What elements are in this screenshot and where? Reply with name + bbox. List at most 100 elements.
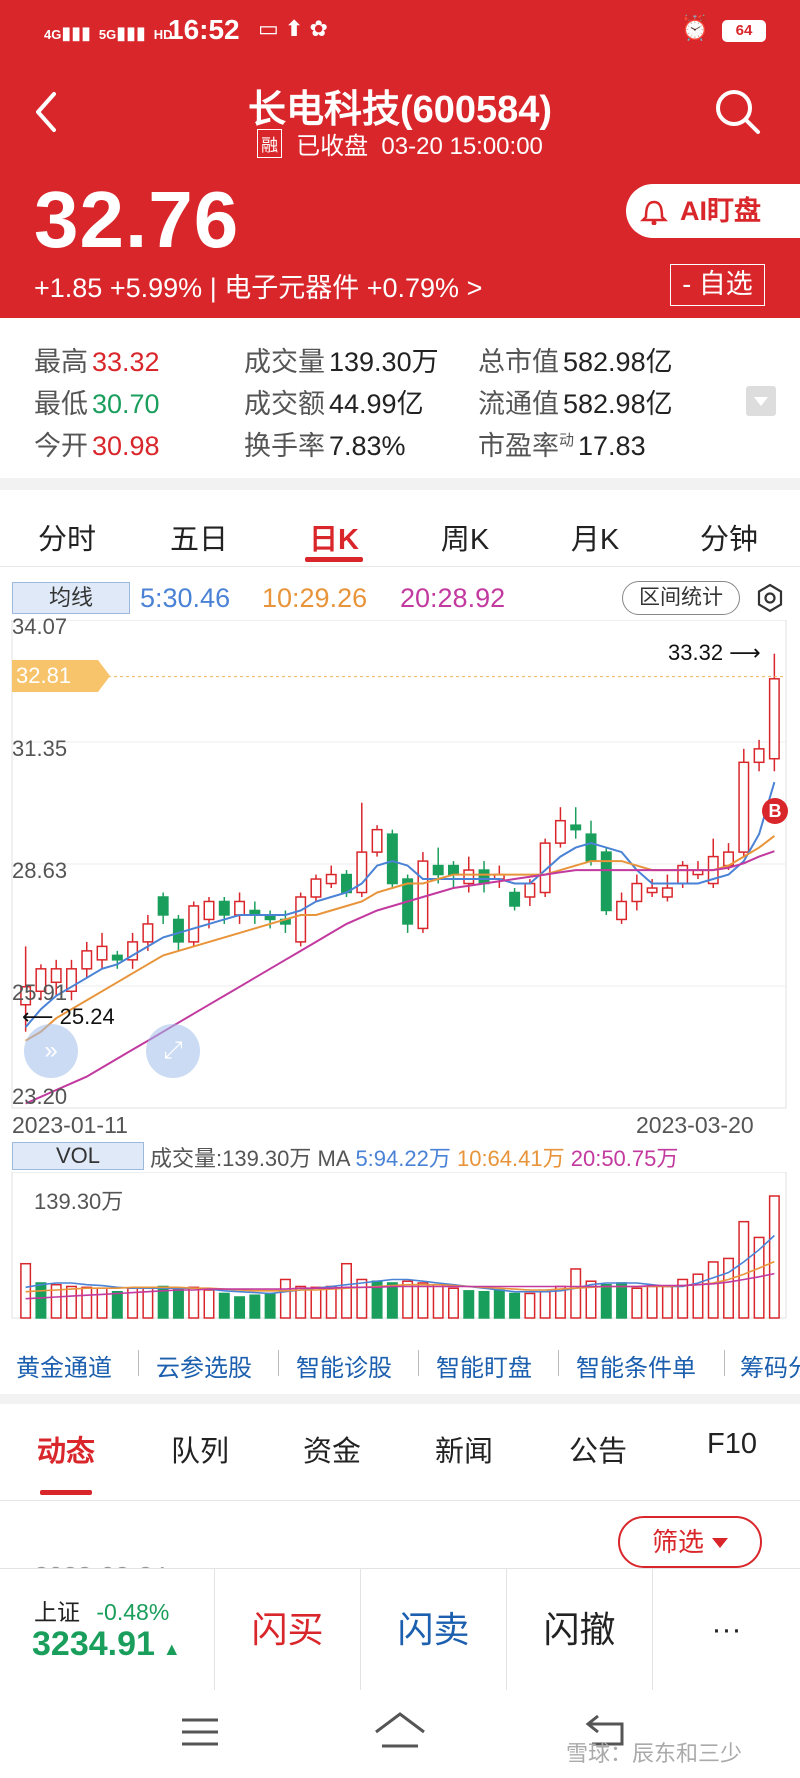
tab-daily-k[interactable]: 日K <box>309 524 359 556</box>
volume-bar <box>249 1294 261 1319</box>
volume-bar <box>646 1285 658 1319</box>
search-icon[interactable] <box>712 86 764 138</box>
tab-queue[interactable]: 队列 <box>170 1436 229 1468</box>
bell-icon <box>640 200 668 225</box>
volume-bar <box>341 1262 353 1319</box>
volume-bar <box>524 1292 536 1319</box>
market-status: 已收盘 <box>296 133 369 160</box>
tab-news[interactable]: 新闻 <box>434 1436 493 1468</box>
volume-bar <box>768 1195 780 1319</box>
stat-low: 最低 30.70 <box>34 389 160 419</box>
tab-minute[interactable]: 分钟 <box>699 524 758 556</box>
ma10-value: 10:29.26 <box>262 583 368 613</box>
index-value[interactable]: 3234.91 ▲ <box>32 1625 181 1663</box>
link-smart-order[interactable]: 智能条件单 <box>576 1355 696 1382</box>
candle-body <box>478 869 490 885</box>
ai-watch-label: AI盯盘 <box>680 196 761 226</box>
date-start: 2023-01-11 <box>12 1112 128 1138</box>
candle-body <box>753 748 765 764</box>
add-watchlist-button[interactable]: - 自选 <box>670 264 765 306</box>
candle-body <box>631 882 643 903</box>
volume-bar <box>279 1278 291 1319</box>
back-nav-icon[interactable] <box>584 1712 628 1748</box>
stat-high: 最高 33.32 <box>34 347 160 377</box>
interval-stats-button[interactable]: 区间统计 <box>622 581 740 615</box>
vol-ma10: 10:64.41万 <box>456 1146 565 1171</box>
link-smart-watch[interactable]: 智能盯盘 <box>436 1355 532 1382</box>
settings-icon[interactable] <box>754 582 786 614</box>
menu-icon[interactable] <box>180 1716 220 1748</box>
candle-body <box>554 819 566 844</box>
tab-five-day[interactable]: 五日 <box>169 524 228 556</box>
volume-bar <box>386 1282 398 1319</box>
volume-bar <box>432 1283 444 1319</box>
vol-tag[interactable]: VOL <box>12 1142 144 1170</box>
link-cloud-stock-pick[interactable]: 云参选股 <box>156 1355 252 1382</box>
candle-body <box>463 869 475 885</box>
more-button[interactable]: ··· <box>652 1569 800 1691</box>
fast-forward-icon[interactable]: » <box>24 1024 78 1078</box>
link-chip-distribution[interactable]: 筹码分布 <box>740 1355 800 1380</box>
link-golden-channel[interactable]: 黄金通道 <box>16 1355 112 1382</box>
volume-bar <box>493 1289 505 1319</box>
triangle-down-icon <box>754 397 768 406</box>
home-icon[interactable] <box>372 1710 428 1750</box>
expand-stats-button[interactable] <box>746 386 776 416</box>
price-change-line[interactable]: +1.85 +5.99% | 电子元器件 +0.79% > <box>34 266 482 305</box>
candle-body <box>509 891 521 907</box>
flash-sell-button[interactable]: 闪卖 <box>360 1569 506 1691</box>
index-change: -0.48% <box>96 1599 170 1625</box>
current-price: 32.76 <box>34 175 240 264</box>
ai-watch-button[interactable]: AI盯盘 <box>626 184 800 238</box>
triangle-down-icon <box>712 1538 728 1548</box>
axis-top: 34.07 <box>12 614 68 639</box>
filter-button[interactable]: 筛选 <box>618 1516 762 1568</box>
divider <box>0 1500 800 1501</box>
ma5-value: 5:30.46 <box>140 583 231 613</box>
margin-badge: 融 <box>257 129 283 158</box>
volume-max-label: 139.30万 <box>34 1189 124 1214</box>
candle-body <box>677 864 689 885</box>
back-icon[interactable] <box>30 88 62 136</box>
buy-marker[interactable]: B <box>762 798 788 824</box>
volume-chart[interactable] <box>0 1172 800 1320</box>
divider <box>138 1350 139 1376</box>
tab-funds[interactable]: 资金 <box>302 1436 361 1468</box>
volume-bar <box>616 1282 628 1319</box>
alarm-icon: ⏰ <box>680 15 710 42</box>
candle-body <box>570 824 582 831</box>
candlestick-chart[interactable] <box>0 620 800 1160</box>
candle-body <box>81 950 93 970</box>
watermark: 雪球：辰东和三少 <box>566 1741 743 1766</box>
tab-f10[interactable]: F10 <box>707 1428 757 1460</box>
volume-bars <box>20 1195 780 1319</box>
volume-bar <box>447 1287 459 1319</box>
ma-tag[interactable]: 均线 <box>12 582 130 614</box>
tab-announcements[interactable]: 公告 <box>568 1436 627 1468</box>
volume-bar <box>295 1285 307 1319</box>
volume-bar <box>35 1282 47 1319</box>
volume-bar <box>463 1290 475 1319</box>
volume-bar <box>677 1278 689 1319</box>
index-summary[interactable]: 上证 -0.48% <box>34 1593 169 1627</box>
tab-weekly-k[interactable]: 周K <box>440 524 490 556</box>
flash-buy-button[interactable]: 闪买 <box>214 1569 360 1691</box>
link-smart-diagnosis[interactable]: 智能诊股 <box>296 1355 392 1382</box>
date-end: 2023-03-20 <box>636 1112 754 1138</box>
tab-timeshare[interactable]: 分时 <box>37 524 96 556</box>
divider <box>558 1350 559 1376</box>
candle-body <box>356 851 368 894</box>
candle-body <box>738 761 750 853</box>
volume-bar <box>707 1261 719 1319</box>
tab-dynamics[interactable]: 动态 <box>36 1436 95 1468</box>
flash-cancel-button[interactable]: 闪撤 <box>506 1569 652 1691</box>
change-percent: +5.99% <box>109 273 203 303</box>
tab-monthly-k[interactable]: 月K <box>570 524 620 556</box>
candle-body <box>203 900 215 921</box>
axis-label-4: 25.91 <box>12 980 68 1005</box>
stat-market-cap: 总市值 582.98亿 <box>478 347 673 377</box>
candle-body <box>142 923 154 943</box>
volume-bar <box>478 1290 490 1319</box>
fullscreen-icon[interactable]: ⤢ <box>146 1024 200 1078</box>
volume-bar <box>310 1286 322 1319</box>
